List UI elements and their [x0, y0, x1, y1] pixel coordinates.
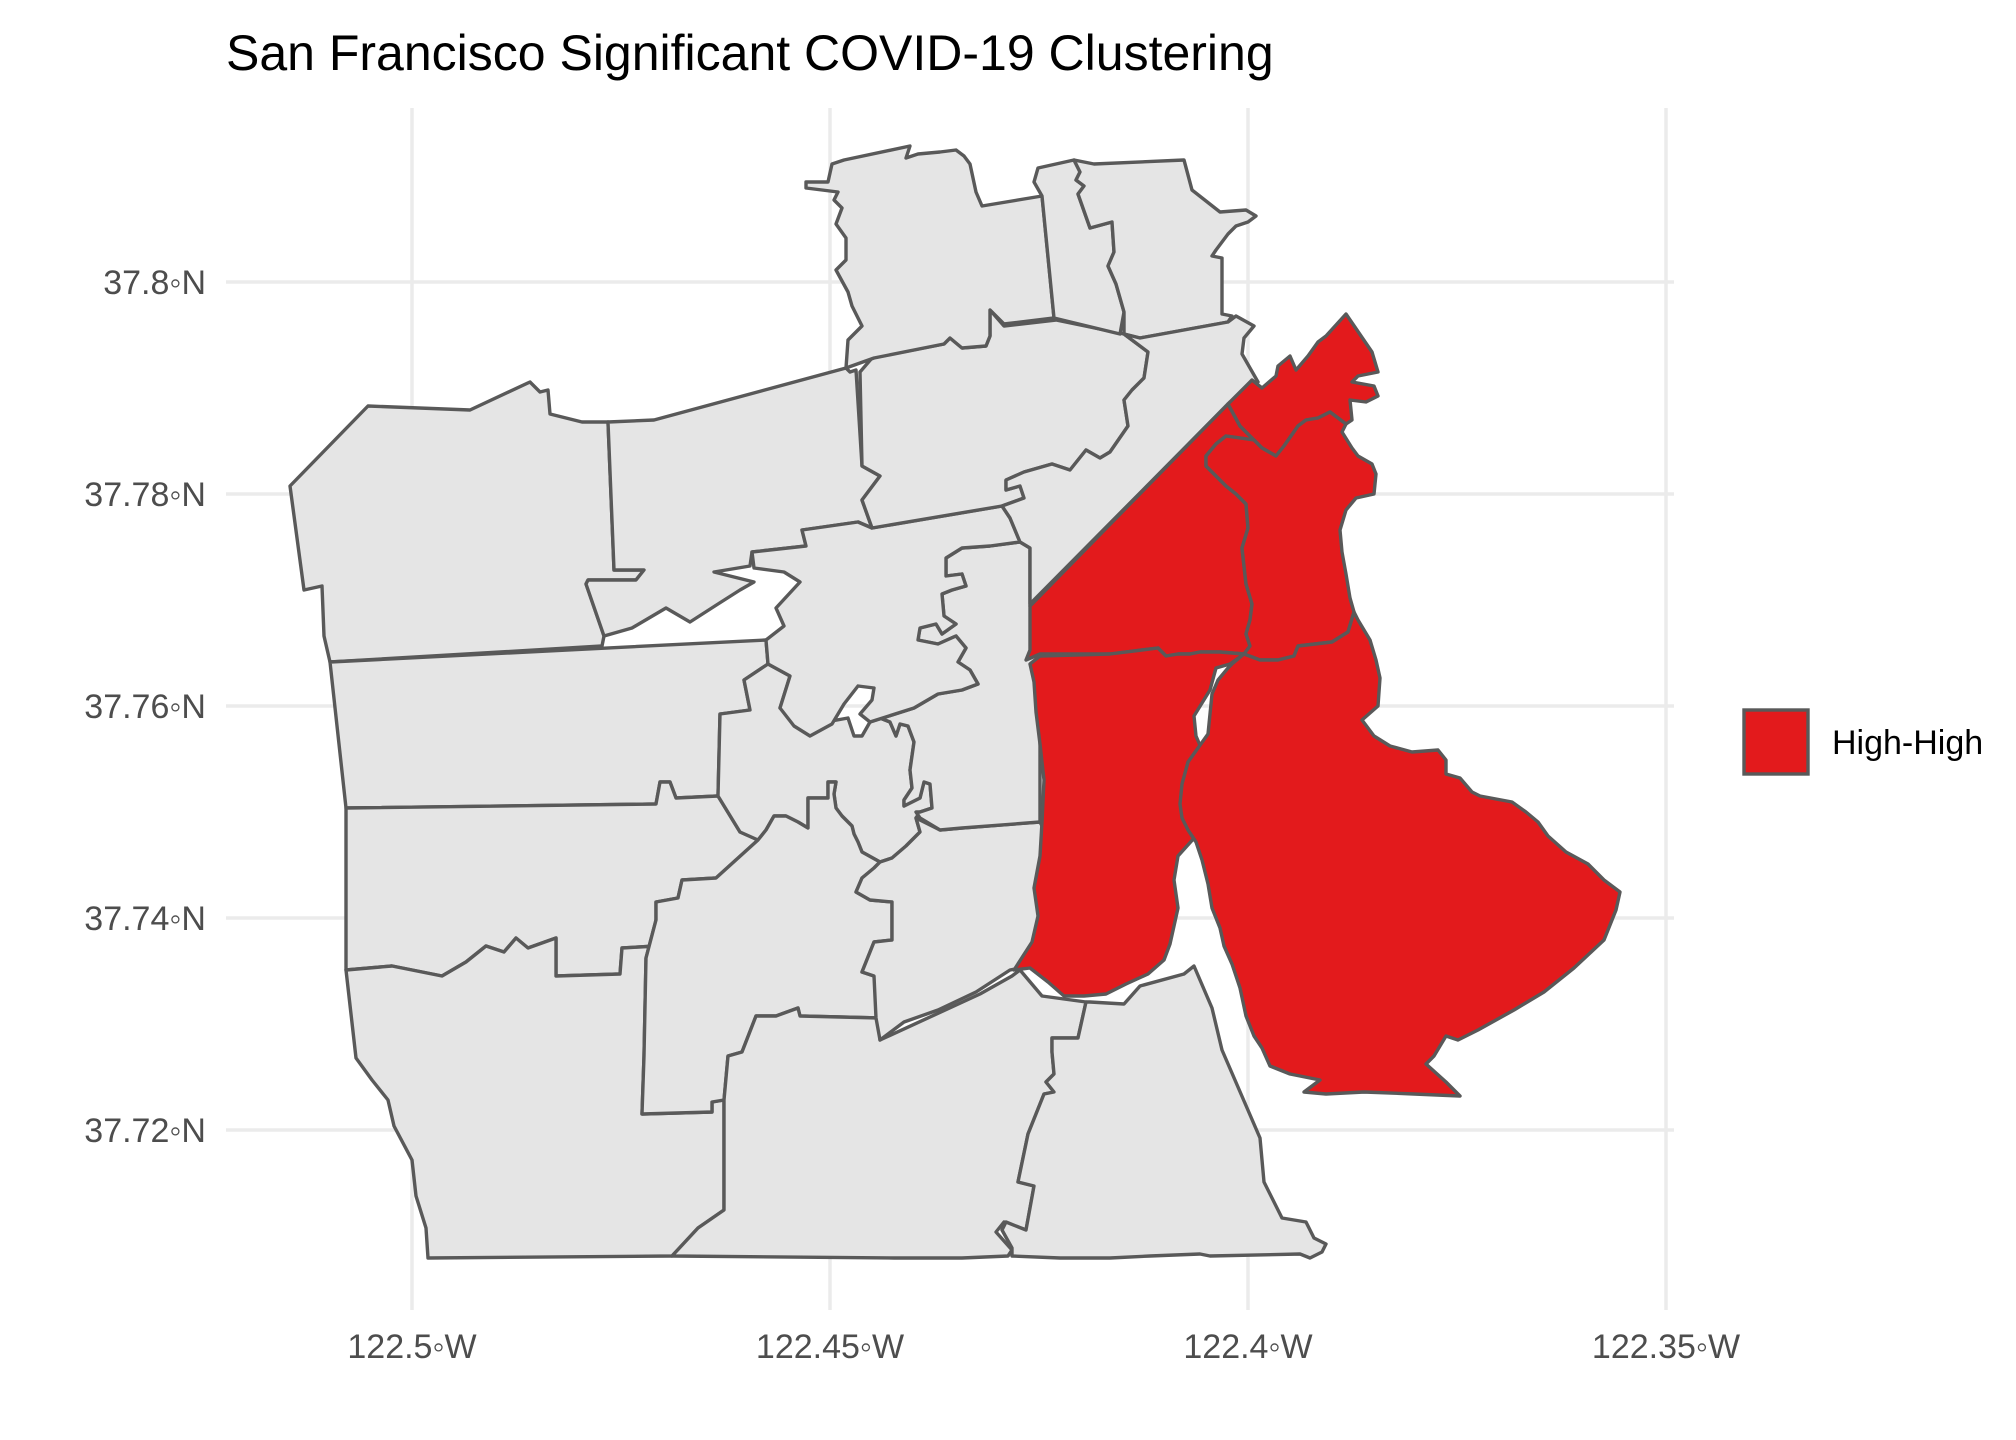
- x-tick-label: 122.5◦W: [347, 1328, 476, 1366]
- y-tick-label: 37.74◦N: [84, 900, 206, 938]
- neighborhood-presidio: [804, 144, 1056, 370]
- neighborhood-haight: [750, 504, 1022, 738]
- x-tick-label: 122.4◦W: [1183, 1328, 1312, 1366]
- y-axis-labels: 37.8◦N 37.78◦N 37.76◦N 37.74◦N 37.72◦N: [84, 264, 206, 1150]
- high-high-potrero-hill: [1204, 410, 1378, 662]
- neighborhood-outer-sunset-n: [328, 638, 770, 810]
- y-tick-label: 37.78◦N: [84, 476, 206, 514]
- neighborhood-noe-valley: [1000, 314, 1260, 606]
- neighborhood-outer-richmond: [288, 380, 646, 664]
- neighborhood-excelsior: [1000, 964, 1328, 1260]
- high-high-mission: [1012, 646, 1246, 998]
- neighborhood-inner-richmond: [584, 366, 882, 638]
- high-high-bayview: [1178, 610, 1622, 1098]
- neighborhoods-base: [288, 144, 1328, 1260]
- y-tick-label: 37.76◦N: [84, 688, 206, 726]
- x-tick-label: 122.45◦W: [756, 1328, 904, 1366]
- y-tick-label: 37.72◦N: [84, 1112, 206, 1150]
- y-tick-label: 37.8◦N: [103, 264, 206, 302]
- x-axis-labels: 122.5◦W 122.45◦W 122.4◦W 122.35◦W: [347, 1328, 1740, 1366]
- x-tick-label: 122.35◦W: [1592, 1328, 1740, 1366]
- high-high-top: [1012, 312, 1622, 1098]
- map-title: San Francisco Significant COVID-19 Clust…: [226, 25, 1274, 81]
- legend-label-high-high: High-High: [1832, 724, 1983, 762]
- legend: High-High: [1742, 708, 1983, 776]
- legend-swatch-high-high: [1742, 708, 1810, 776]
